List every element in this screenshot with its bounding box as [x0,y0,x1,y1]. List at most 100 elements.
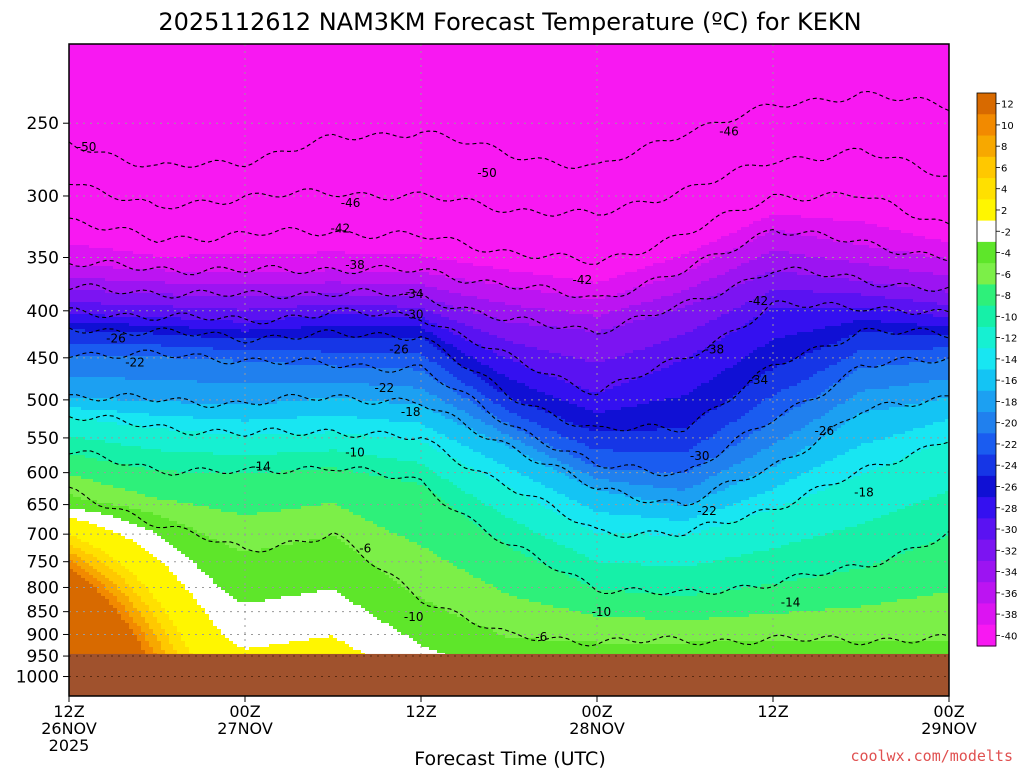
field-cell [689,503,694,519]
field-cell [865,320,870,333]
field-cell [93,500,98,513]
field-cell [101,314,106,324]
field-cell [193,380,198,405]
field-cell [241,551,246,603]
field-cell [493,509,498,540]
field-cell [245,437,250,456]
field-cell [565,329,570,357]
field-cell [845,260,850,279]
colorbar-swatch [977,369,996,392]
field-cell [741,326,746,360]
field-cell [77,566,82,576]
field-cell [217,308,222,321]
y-tick-label: 900 [27,625,59,645]
field-cell [825,368,830,390]
field-cell [373,476,378,525]
field-cell [541,605,546,642]
field-cell [705,479,710,498]
field-cell [853,263,858,282]
field-cell [617,410,622,432]
field-cell [757,296,762,318]
field-cell [873,266,878,285]
field-cell [861,443,866,474]
field-cell [837,341,842,363]
field-cell [157,560,162,603]
field-cell [529,422,534,438]
field-cell [197,419,202,432]
field-cell [357,353,362,369]
field-cell [389,353,394,369]
field-cell [313,254,318,273]
field-cell [793,290,798,309]
field-cell [797,476,802,501]
field-cell [869,281,874,297]
field-cell [225,284,230,297]
field-cell [905,599,910,642]
field-cell [305,338,310,351]
field-cell [561,311,566,330]
field-cell [865,281,870,297]
field-cell [653,299,658,318]
field-cell [869,266,874,282]
field-cell [301,350,306,366]
field-cell [533,347,538,372]
field-cell [177,257,182,273]
field-cell [277,512,282,546]
field-cell [377,317,382,327]
field-cell [821,257,826,279]
field-cell [69,455,74,477]
field-cell [85,563,90,573]
field-cell [525,272,530,291]
field-cell [269,404,274,420]
field-cell [773,419,778,444]
field-cell [341,542,346,597]
field-cell [413,254,418,273]
field-cell [249,329,254,339]
field-cell [521,404,526,420]
field-cell [833,293,838,309]
field-cell [805,290,810,309]
field-cell [473,389,478,405]
field-cell [105,443,110,462]
field-cell [677,257,682,276]
field-cell [289,419,294,435]
field-cell [485,44,490,267]
field-cell [357,554,362,606]
field-cell [293,383,298,402]
field-cell [461,464,466,492]
field-cell [469,449,474,468]
field-cell [197,272,202,285]
field-cell [157,641,162,663]
colorbar-swatch [977,199,996,222]
field-cell [97,482,102,504]
isotherm-contours [69,90,949,647]
field-cell [397,386,402,405]
field-cell [585,584,590,615]
field-cell [249,308,254,324]
field-cell [869,248,874,267]
field-cell [313,338,318,351]
field-cell [77,323,82,330]
field-cell [657,566,662,594]
field-cell [121,317,126,324]
field-cell [505,593,510,639]
colorbar-swatch [977,454,996,477]
field-cell [105,332,110,345]
field-cell [261,602,266,648]
field-cell [121,425,126,447]
field-cell [361,518,366,558]
field-cell [637,485,642,498]
field-cell [161,416,166,429]
field-cell [617,293,622,312]
field-cell [397,44,402,255]
field-cell [877,389,882,411]
field-cell [281,338,286,351]
field-cell [221,284,226,297]
field-cell [869,224,874,249]
field-cell [741,440,746,462]
field-cell [213,419,218,435]
field-cell [593,332,598,363]
field-cell [413,461,418,483]
field-cell [85,323,90,333]
